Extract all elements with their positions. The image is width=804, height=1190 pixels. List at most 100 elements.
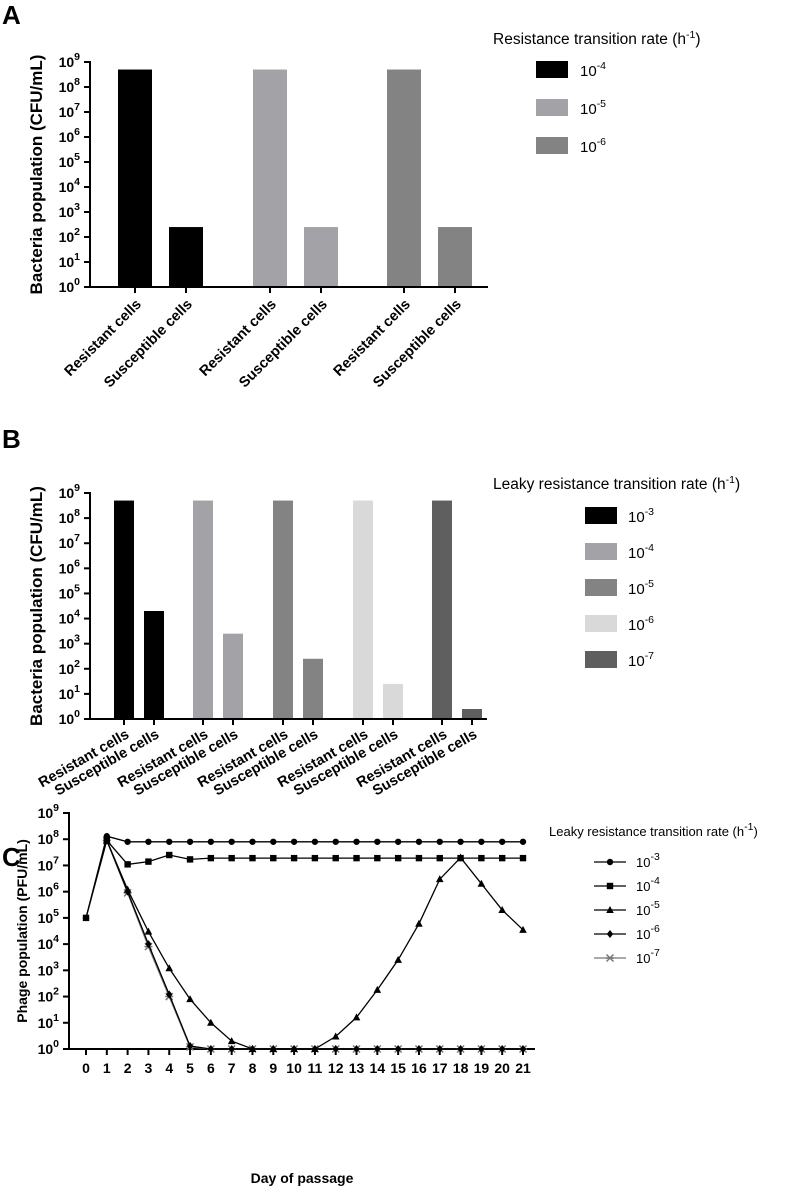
panel-c-point	[290, 838, 298, 845]
panel-c-xtick-label: 16	[411, 1060, 427, 1076]
panel-b-bar	[273, 500, 293, 719]
panel-c-series-line	[106, 840, 523, 1050]
panel-b-legend-label: 10-3	[628, 506, 654, 526]
panel-c-point	[186, 838, 194, 845]
panel-c-point	[207, 838, 215, 845]
panel-a-legend-title: Resistance transition rate (h-1)	[493, 29, 701, 48]
panel-c-point	[331, 1032, 340, 1040]
panel-c-xtick-label: 0	[82, 1060, 90, 1076]
panel-c-ytick-label: 109	[38, 802, 60, 821]
panel-a-ytick-label: 103	[59, 201, 81, 220]
panel-c-ytick-label: 101	[38, 1012, 60, 1031]
panel-b-bar	[223, 633, 243, 719]
panel-c-point	[519, 1045, 527, 1053]
panel-c-xtick-label: 20	[494, 1060, 510, 1076]
panel-c-point	[519, 925, 527, 933]
panel-c-legend-marker	[606, 930, 614, 938]
panel-c-point	[394, 854, 402, 862]
panel-c-series-line	[106, 840, 523, 1050]
panel-c-point	[373, 985, 382, 993]
panel-a-ytick-label: 101	[59, 251, 81, 270]
panel-c-xtick-label: 1	[103, 1060, 111, 1076]
panel-a-bar	[118, 69, 152, 287]
panel-a-legend-swatch	[536, 137, 568, 154]
panel-c-xtick-label: 2	[124, 1060, 132, 1076]
panel-c-xtick-label: 5	[186, 1060, 194, 1076]
panel-c-point	[103, 833, 111, 840]
panel-c-point	[186, 1042, 194, 1051]
panel-c-legend-marker	[606, 906, 614, 913]
panel-c-point	[478, 1045, 485, 1053]
panel-c-series-line	[85, 835, 523, 919]
panel-c-point	[436, 854, 443, 862]
panel-c-point	[353, 854, 360, 862]
panel-a-bar	[438, 227, 472, 287]
panel-c-point	[207, 1018, 215, 1026]
panel-c-xtick-label: 7	[228, 1060, 236, 1076]
panel-c-point	[477, 879, 486, 887]
panel-c-xlabel: Day of passage	[251, 1170, 354, 1186]
panel-a-ytick-label: 108	[59, 76, 81, 95]
panel-c-legend-label: 10-3	[636, 851, 660, 870]
panel-c-point	[374, 1045, 381, 1053]
panel-c-point	[144, 927, 153, 935]
panel-c-point	[436, 838, 443, 845]
panel-c-point	[498, 838, 506, 845]
panel-b-legend-label: 10-7	[628, 650, 654, 670]
panel-c-xtick-label: 8	[249, 1060, 257, 1076]
panel-c-point	[207, 1045, 215, 1053]
panel-c-point	[415, 1045, 423, 1053]
panel-a-category-label: Susceptible cells	[101, 297, 196, 392]
panel-b-bar	[353, 500, 373, 719]
panel-b-bar	[303, 658, 323, 719]
panel-b-ytick-label: 100	[59, 708, 81, 727]
panel-b-ytick-label: 105	[59, 582, 81, 601]
panel-c-point	[166, 990, 173, 999]
panel-c-legend-title: Leaky resistance transition rate (h-1)	[549, 821, 758, 839]
panel-b-ytick-label: 108	[59, 507, 81, 526]
panel-a-ytick-label: 102	[59, 226, 81, 245]
panel-c-point	[498, 1045, 506, 1053]
panel-c-xtick-label: 21	[515, 1060, 531, 1076]
panel-a-bar	[304, 227, 338, 287]
panel-c-ytick-label: 103	[38, 959, 60, 978]
panel-c-xtick-label: 11	[307, 1060, 322, 1076]
panel-c-xtick-label: 19	[474, 1060, 490, 1076]
panel-c-ylabel: Phage population (PFU/mL)	[14, 839, 30, 1023]
panel-a-category-label: Susceptible cells	[370, 297, 465, 392]
panel-b-letter: B	[2, 424, 21, 454]
panel-c-point	[228, 838, 235, 845]
panel-a-bar	[253, 69, 287, 287]
panel-a-ytick-label: 106	[59, 126, 81, 145]
panel-c-ytick-label: 108	[38, 828, 60, 847]
panel-c-point	[165, 964, 174, 972]
panel-c-legend-label: 10-7	[636, 947, 660, 966]
panel-c-xtick-label: 13	[349, 1060, 365, 1076]
panel-c-point	[415, 838, 423, 845]
panel-c-xtick-label: 12	[328, 1060, 344, 1076]
panel-c-point	[249, 854, 256, 862]
panel-c-xtick-label: 14	[370, 1060, 386, 1076]
panel-c-xtick-label: 3	[145, 1060, 153, 1076]
panel-c-legend-label: 10-6	[636, 923, 660, 942]
panel-b-bar	[114, 500, 134, 719]
panel-c-point	[248, 1045, 257, 1052]
panel-c-point	[519, 838, 527, 845]
panel-c-point	[186, 856, 194, 863]
panel-b-legend-swatch	[585, 615, 617, 632]
panel-a-legend-label: 10-4	[580, 60, 606, 80]
panel-c-point	[353, 1045, 360, 1053]
panel-c-point	[457, 854, 464, 862]
panel-c-xtick-label: 10	[286, 1060, 302, 1076]
panel-c-xtick-label: 15	[390, 1060, 406, 1076]
panel-b-ytick-label: 107	[59, 532, 81, 551]
panel-c-xtick-label: 17	[432, 1060, 448, 1076]
panel-c-point	[311, 854, 319, 862]
panel-b-bar	[383, 683, 403, 719]
panel-a-ytick-label: 100	[59, 276, 81, 295]
panel-c-letter: C	[2, 842, 21, 872]
panel-c-point	[498, 854, 506, 862]
panel-c-xtick-label: 18	[453, 1060, 469, 1076]
panel-c-point	[228, 1045, 235, 1053]
